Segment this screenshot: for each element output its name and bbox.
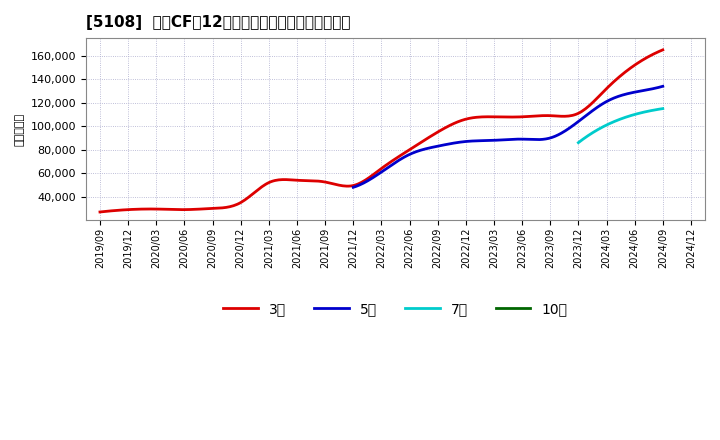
Legend: 3年, 5年, 7年, 10年: 3年, 5年, 7年, 10年 bbox=[218, 296, 573, 322]
Y-axis label: （百万円）: （百万円） bbox=[15, 113, 25, 146]
Text: [5108]  営業CFだ12か月移動合計の標準偏差の推移: [5108] 営業CFだ12か月移動合計の標準偏差の推移 bbox=[86, 15, 351, 30]
